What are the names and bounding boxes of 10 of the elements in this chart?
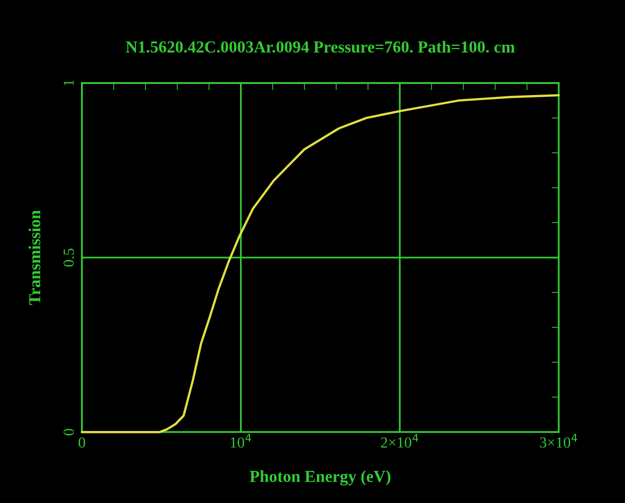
y-tick-label: 0.5 xyxy=(64,248,74,266)
y-tick-label: 1 xyxy=(64,80,74,86)
chart-title: N1.5620.42C.0003Ar.0094 Pressure=760. Path=100. cm xyxy=(126,40,515,53)
x-tick-label: 3×10$^{4}$ xyxy=(540,434,578,448)
x-tick-label: 0 xyxy=(78,437,86,448)
y-tick-label: 0 xyxy=(64,428,74,436)
x-tick-label: 2×10$^{4}$ xyxy=(380,434,418,448)
x-axis-title: Photon Energy (eV) xyxy=(250,470,390,486)
y-axis-title: Transmission xyxy=(28,210,40,305)
x-tick-label: 10$^{4}$ xyxy=(230,434,252,448)
